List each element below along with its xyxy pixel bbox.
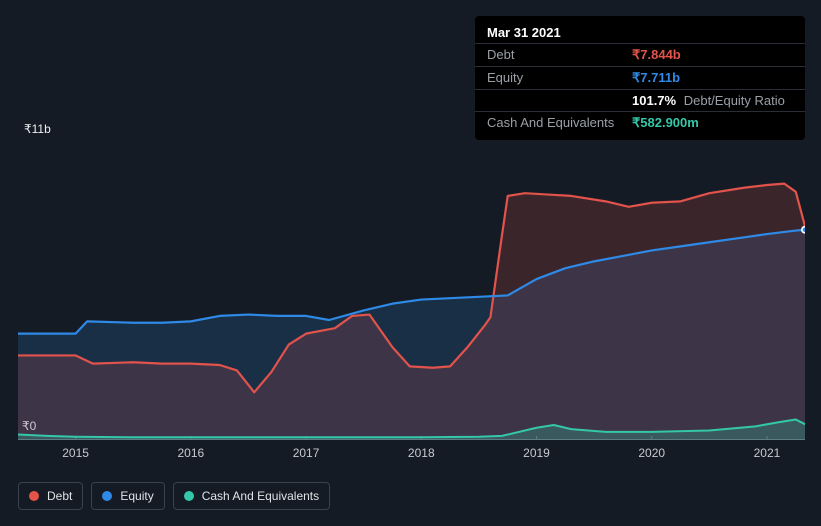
tooltip-date: Mar 31 2021 — [487, 25, 561, 40]
tooltip-row-debt: Debt ₹7.844b — [475, 43, 805, 66]
legend-dot-icon — [184, 491, 194, 501]
legend-label: Cash And Equivalents — [202, 489, 319, 503]
x-tick-label: 2021 — [754, 446, 781, 460]
x-tick-label: 2017 — [293, 446, 320, 460]
main-chart — [18, 140, 805, 440]
tooltip-ratio-sub: Debt/Equity Ratio — [684, 93, 785, 108]
tooltip-ratio-value: 101.7% — [632, 93, 676, 108]
tooltip-row-equity: Equity ₹7.711b — [475, 66, 805, 89]
x-tick-label: 2019 — [523, 446, 550, 460]
legend-label: Equity — [120, 489, 153, 503]
legend-dot-icon — [29, 491, 39, 501]
x-tick-label: 2016 — [177, 446, 204, 460]
legend: Debt Equity Cash And Equivalents — [18, 482, 330, 510]
x-tick-label: 2018 — [408, 446, 435, 460]
tooltip-label: Debt — [487, 47, 632, 62]
chart-tooltip: Mar 31 2021 Debt ₹7.844b Equity ₹7.711b … — [475, 16, 805, 140]
x-tick-label: 2020 — [638, 446, 665, 460]
tooltip-value: ₹7.844b — [632, 47, 681, 63]
legend-dot-icon — [102, 491, 112, 501]
tooltip-row-ratio: 101.7% Debt/Equity Ratio — [475, 89, 805, 111]
legend-item-equity[interactable]: Equity — [91, 482, 164, 510]
legend-item-debt[interactable]: Debt — [18, 482, 83, 510]
tooltip-value: ₹7.711b — [632, 70, 680, 86]
x-tick-label: 2015 — [62, 446, 89, 460]
tooltip-value: 101.7% Debt/Equity Ratio — [632, 93, 785, 108]
tooltip-label: Equity — [487, 70, 632, 85]
tooltip-date-row: Mar 31 2021 — [475, 22, 805, 43]
x-axis: 2015 2016 2017 2018 2019 2020 2021 — [18, 446, 805, 468]
y-axis-label-max: ₹11b — [24, 122, 51, 136]
tooltip-row-cash: Cash And Equivalents ₹582.900m — [475, 111, 805, 134]
tooltip-value: ₹582.900m — [632, 115, 699, 131]
legend-label: Debt — [47, 489, 72, 503]
tooltip-label: Cash And Equivalents — [487, 115, 632, 130]
legend-item-cash-and-equivalents[interactable]: Cash And Equivalents — [173, 482, 330, 510]
